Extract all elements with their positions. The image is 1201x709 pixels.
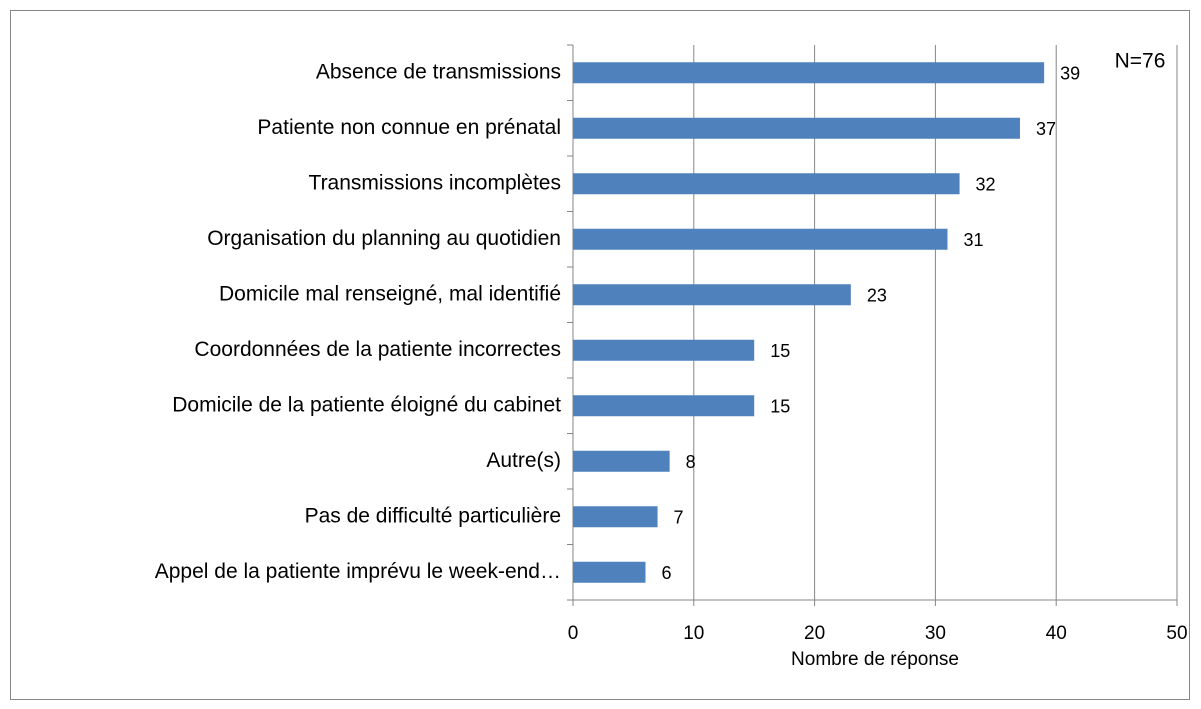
annotation: N=76: [1115, 50, 1166, 73]
bar: [573, 561, 646, 583]
x-tick-label: 10: [683, 623, 704, 644]
y-tick-label: Domicile de la patiente éloigné du cabin…: [172, 393, 561, 416]
value-label: 39: [1060, 64, 1080, 84]
y-tick-label: Appel de la patiente imprévu le week-end…: [155, 560, 561, 583]
bar: [573, 228, 948, 250]
x-tick-label: 30: [925, 623, 946, 644]
y-tick-label: Autre(s): [486, 449, 561, 472]
value-label: 23: [867, 286, 887, 306]
value-label: 8: [686, 452, 696, 472]
bar: [573, 284, 851, 306]
y-tick-label: Absence de transmissions: [316, 60, 561, 83]
bar: [573, 173, 960, 195]
value-label: 32: [976, 175, 996, 195]
y-tick-label: Pas de difficulté particulière: [305, 504, 561, 527]
bar: [573, 395, 755, 417]
value-label: 15: [770, 341, 790, 361]
y-tick-label: Transmissions incomplètes: [309, 171, 561, 194]
y-tick-label: Organisation du planning au quotidien: [207, 227, 561, 250]
x-tick-label: 0: [568, 623, 579, 644]
x-axis-label: Nombre de réponse: [791, 649, 959, 670]
value-label: 6: [661, 563, 671, 583]
bar: [573, 117, 1020, 139]
bar: [573, 450, 670, 472]
bar: [573, 62, 1045, 84]
value-label: 7: [674, 508, 684, 528]
x-tick-label: 50: [1166, 623, 1187, 644]
bar: [573, 339, 755, 361]
x-tick-label: 20: [804, 623, 825, 644]
value-label: 15: [770, 397, 790, 417]
x-tick-label: 40: [1046, 623, 1067, 644]
value-label: 37: [1036, 119, 1056, 139]
value-label: 31: [963, 230, 983, 250]
bar: [573, 506, 658, 528]
y-tick-label: Domicile mal renseigné, mal identifié: [219, 282, 561, 305]
y-tick-label: Patiente non connue en prénatal: [257, 116, 561, 139]
y-tick-label: Coordonnées de la patiente incorrectes: [194, 338, 561, 361]
